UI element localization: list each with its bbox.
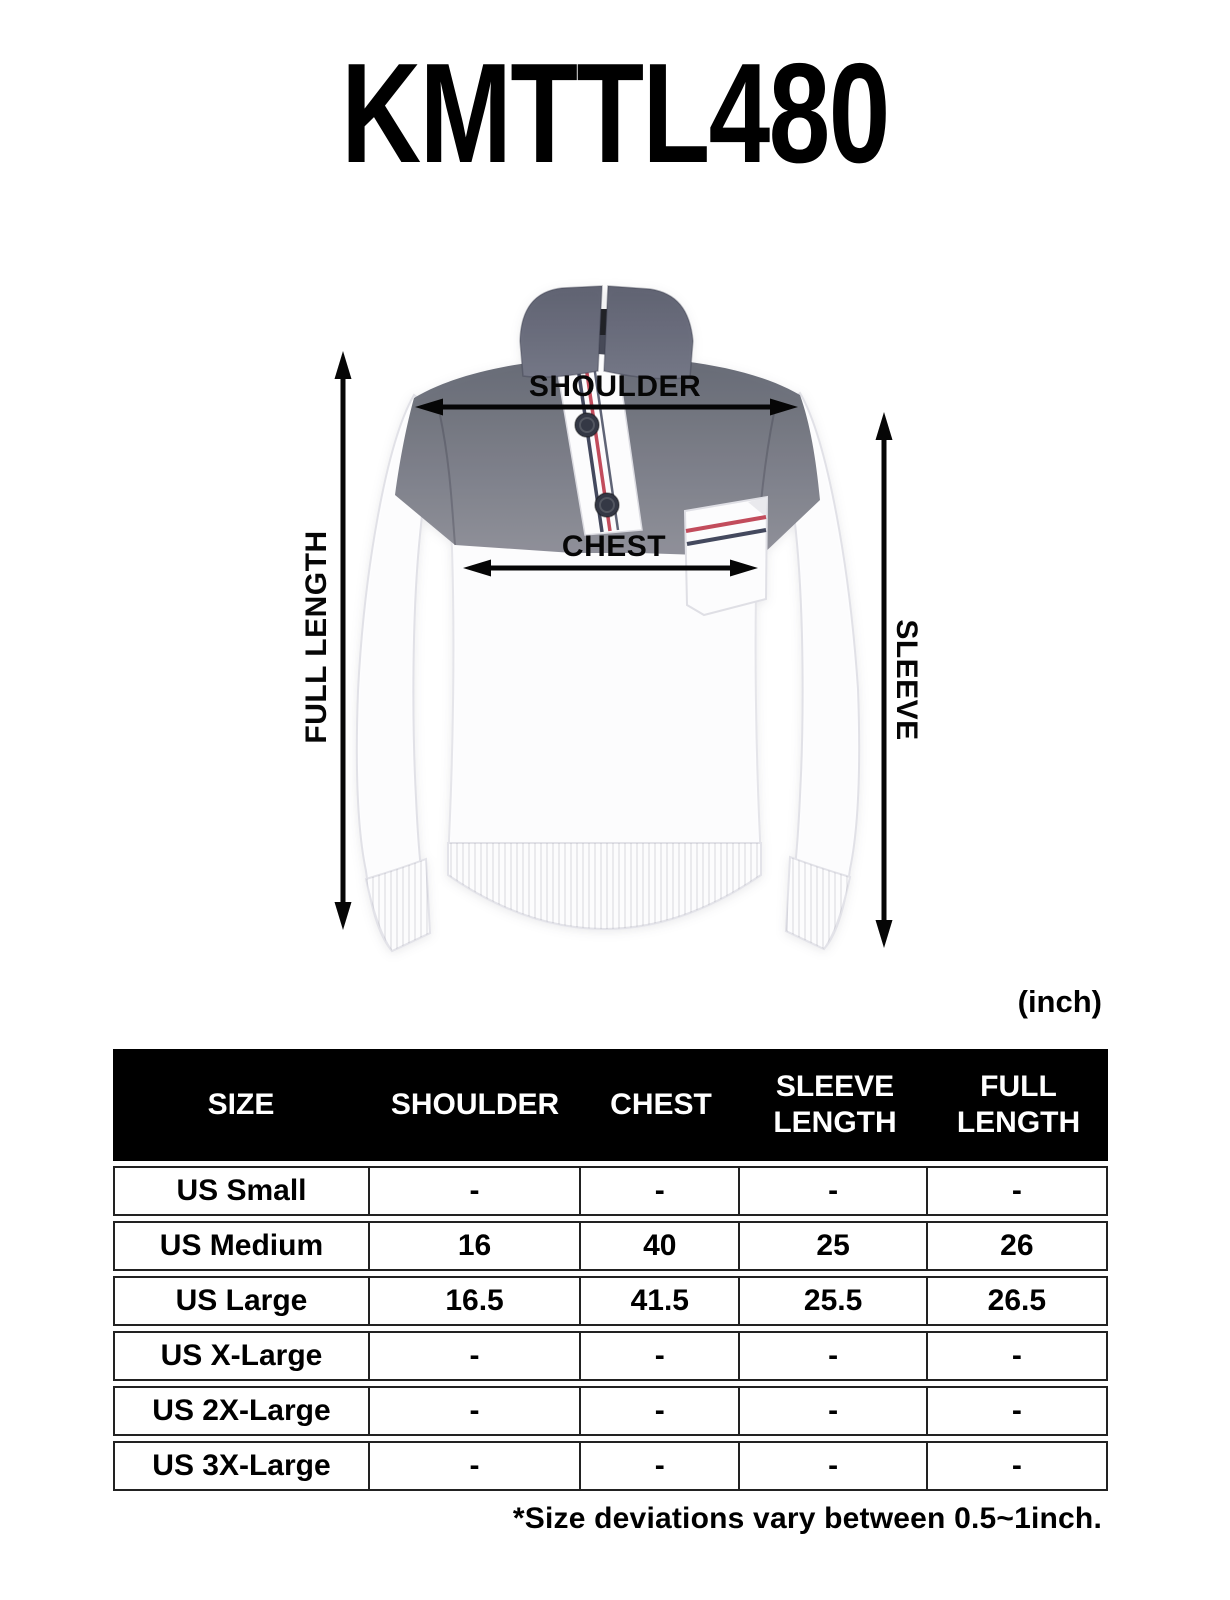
shoulder-value: - — [370, 1168, 582, 1214]
shoulder-value: - — [370, 1333, 582, 1379]
header-sleeve-length: SLEEVE LENGTH — [773, 1070, 897, 1139]
page-title: KMTTL480 — [0, 38, 1230, 190]
full-length-value: 26.5 — [987, 1284, 1047, 1317]
header-shoulder: SHOULDER — [390, 1088, 560, 1121]
full-length-value: - — [1011, 1174, 1022, 1207]
full-length-value: 26 — [1000, 1229, 1034, 1262]
size-label: US Medium — [115, 1223, 370, 1269]
chest-value: 40 — [581, 1223, 741, 1269]
table-row-us-medium: US Medium 16 40 25 26 — [113, 1221, 1108, 1271]
table-row-us-small: US Small - - - - — [113, 1166, 1108, 1216]
page-title-text: KMTTL480 — [341, 34, 890, 193]
size-label: US X-Large — [115, 1333, 370, 1379]
size-label: US 3X-Large — [115, 1443, 370, 1489]
chest-value: - — [581, 1168, 741, 1214]
table-row-us-2x-large: US 2X-Large - - - - — [113, 1386, 1108, 1436]
header-size: SIZE — [207, 1088, 275, 1121]
unit-label: (inch) — [1017, 984, 1102, 1019]
collar-right — [603, 285, 694, 380]
size-deviation-footnote: *Size deviations vary between 0.5~1inch. — [512, 1502, 1102, 1535]
chest-arrow-icon — [463, 559, 758, 577]
placket-button-top-rim — [579, 417, 595, 433]
full-length-value: - — [1011, 1449, 1022, 1482]
pocket-stripe-navy — [686, 528, 767, 546]
placket-button-bottom-rim — [599, 497, 615, 513]
chest-value: - — [581, 1333, 741, 1379]
sleeve-arrow-icon — [875, 412, 893, 948]
placket-button-bottom — [594, 492, 620, 518]
hem-band-rib — [448, 843, 761, 929]
right-cuff-rib — [786, 857, 850, 949]
chest-measure-label: CHEST — [561, 530, 667, 563]
sleeve-length-value: - — [740, 1388, 928, 1434]
left-armhole-seam — [439, 414, 456, 546]
full-length-arrow-icon — [334, 351, 352, 930]
sleeve-length-value: 25.5 — [740, 1278, 928, 1324]
table-row-us-x-large: US X-Large - - - - — [113, 1331, 1108, 1381]
shoulder-value: 16 — [370, 1223, 582, 1269]
chest-value: - — [581, 1388, 741, 1434]
sleeve-length-value: 25 — [740, 1223, 928, 1269]
full-length-value: - — [1011, 1339, 1022, 1372]
pocket-fold — [748, 497, 767, 517]
shoulder-value: - — [370, 1443, 582, 1489]
sleeve-length-value: - — [740, 1443, 928, 1489]
header-full-length: FULL LENGTH — [956, 1070, 1081, 1139]
chest-value: 41.5 — [581, 1278, 741, 1324]
left-cuff-rib — [366, 859, 430, 951]
chest-value: - — [581, 1443, 741, 1489]
collar-left — [519, 285, 603, 378]
shoulder-measure-label: SHOULDER — [528, 370, 702, 403]
placket-button-top — [574, 412, 600, 438]
sleeve-length-value: - — [740, 1333, 928, 1379]
table-row-us-large: US Large 16.5 41.5 25.5 26.5 — [113, 1276, 1108, 1326]
size-label: US Large — [115, 1278, 370, 1324]
pocket-stripe-red — [685, 515, 767, 533]
table-header-row: SIZE SHOULDER CHEST SLEEVE LENGTH FULL L… — [113, 1049, 1108, 1161]
size-label: US 2X-Large — [115, 1388, 370, 1434]
sleeve-length-value: - — [740, 1168, 928, 1214]
size-label: US Small — [115, 1168, 370, 1214]
shoulder-value: - — [370, 1388, 582, 1434]
full-length-value: - — [1011, 1394, 1022, 1427]
table-row-us-3x-large: US 3X-Large - - - - — [113, 1441, 1108, 1491]
shoulder-arrow-icon — [415, 398, 798, 416]
full-length-measure-label: FULL LENGTH — [300, 530, 333, 744]
shoulder-value: 16.5 — [370, 1278, 582, 1324]
size-table: SIZE SHOULDER CHEST SLEEVE LENGTH FULL L… — [113, 1049, 1108, 1491]
header-chest: CHEST — [610, 1088, 712, 1121]
